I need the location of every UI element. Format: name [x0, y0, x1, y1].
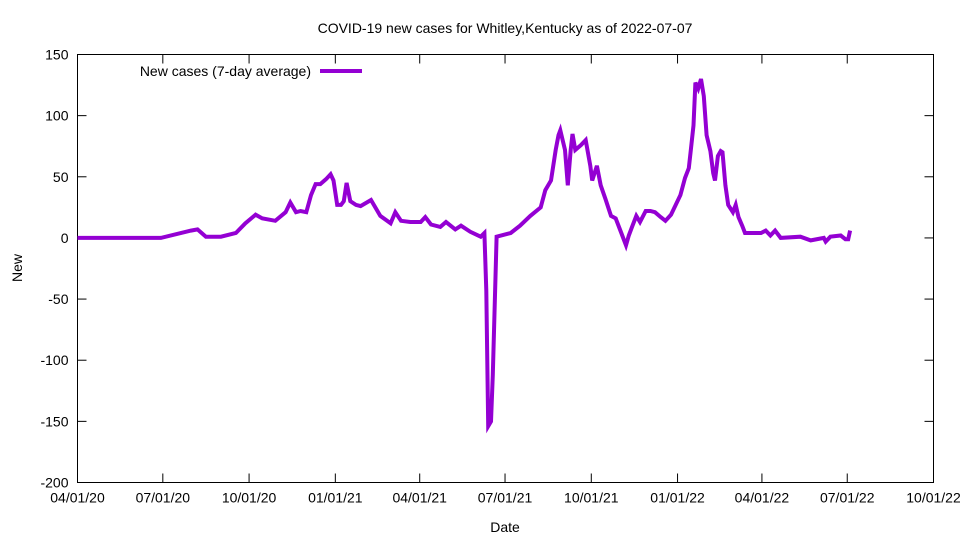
chart-title: COVID-19 new cases for Whitley,Kentucky … — [318, 20, 693, 36]
series-line-0 — [77, 78, 853, 434]
x-tick-label: 10/01/22 — [906, 490, 960, 506]
x-tick-label: 01/01/22 — [650, 490, 705, 506]
x-tick-label: 10/01/21 — [564, 490, 619, 506]
y-tick-label: 0 — [61, 230, 69, 246]
y-tick-label: 100 — [45, 108, 69, 124]
y-tick-label: -200 — [40, 475, 68, 491]
y-tick-label: 50 — [53, 169, 69, 185]
x-tick-label: 04/01/21 — [392, 490, 447, 506]
x-tick-label: 04/01/20 — [50, 490, 105, 506]
y-tick-label: 150 — [45, 47, 69, 63]
x-tick-label: 07/01/21 — [478, 490, 533, 506]
y-tick-label: -150 — [40, 413, 68, 429]
y-tick-label: -50 — [48, 291, 68, 307]
x-tick-label: 01/01/21 — [308, 490, 363, 506]
x-tick-label: 07/01/20 — [136, 490, 191, 506]
y-axis-label: New — [9, 253, 25, 282]
legend-label: New cases (7-day average) — [140, 63, 311, 79]
y-tick-label: -100 — [40, 352, 68, 368]
plot-border — [77, 54, 934, 483]
x-tick-label: 07/01/22 — [820, 490, 875, 506]
legend: New cases (7-day average) — [140, 63, 362, 79]
x-axis-label: Date — [490, 519, 520, 535]
x-tick-label: 10/01/20 — [222, 490, 277, 506]
x-tick-label: 04/01/22 — [735, 490, 790, 506]
